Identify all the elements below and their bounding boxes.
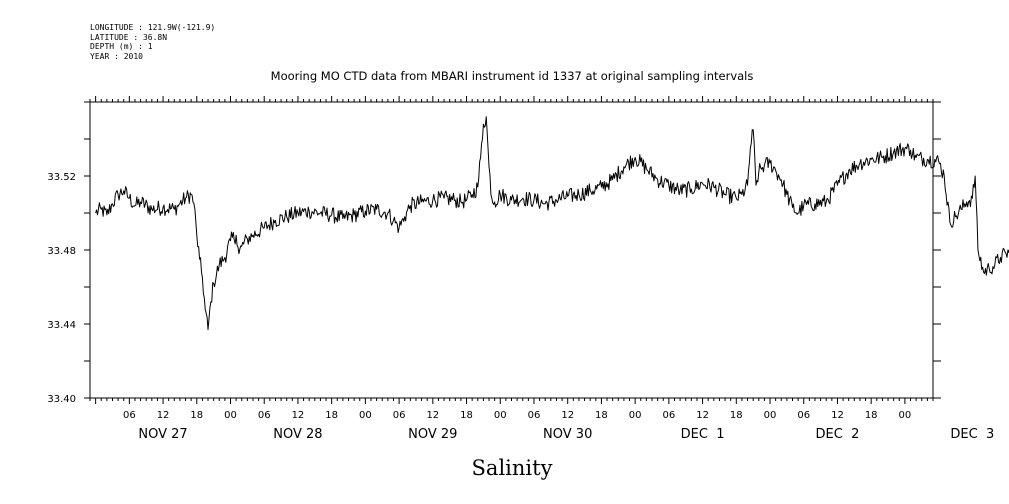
latitude-label: LATITUDE : 36.8N (90, 32, 168, 42)
x-tick-labels: 06 12 18 00 06 12 18 00 06 12 18 00 06 12 18 00 06 12 18 00… (123, 410, 994, 442)
series-group (95, 116, 1009, 331)
x-hour-label: 18 (865, 410, 878, 421)
x-hour-label: 18 (325, 410, 338, 421)
x-hour-label: 00 (764, 410, 777, 421)
x-hour-label: 06 (123, 410, 136, 421)
x-hour-label: 00 (224, 410, 237, 421)
x-hour-label: 00 (359, 410, 372, 421)
y-tick-label: 33.40 (47, 394, 76, 405)
longitude-label: LONGITUDE : 121.9W(-121.9) (90, 23, 216, 32)
x-hour-label: 06 (393, 410, 406, 421)
x-hour-label: 00 (899, 410, 912, 421)
x-hour-label: 00 (629, 410, 642, 421)
x-hour-label: 12 (831, 410, 844, 421)
chart-title: Mooring MO CTD data from MBARI instrumen… (271, 69, 754, 83)
depth-label: DEPTH (m) : 1 (90, 42, 153, 51)
x-day-label: NOV 27 (138, 427, 187, 442)
x-hour-label: 12 (292, 410, 305, 421)
x-hour-label: 06 (662, 410, 675, 421)
x-hour-label: 18 (730, 410, 743, 421)
x-day-label: NOV 28 (273, 427, 322, 442)
x-hour-label: 12 (157, 410, 170, 421)
x-hour-label: 18 (190, 410, 203, 421)
x-day-label: DEC 2 (816, 427, 860, 442)
x-hour-label: 12 (426, 410, 439, 421)
plot-frame (89, 101, 934, 399)
y-tick-label: 33.48 (47, 246, 76, 257)
axis-ticks (84, 96, 941, 404)
salinity-series-line (95, 116, 1009, 331)
x-day-label: DEC 1 (681, 427, 725, 442)
x-hour-label: 12 (696, 410, 709, 421)
year-label: YEAR : 2010 (90, 51, 143, 61)
x-axis-label: Salinity (472, 456, 553, 480)
x-hour-label: 06 (258, 410, 271, 421)
x-day-label: NOV 29 (408, 427, 457, 442)
y-tick-label: 33.44 (47, 320, 76, 331)
x-hour-label: 06 (528, 410, 541, 421)
plot-metadata: LONGITUDE : 121.9W(-121.9) LATITUDE : 36… (90, 23, 215, 61)
x-day-label: NOV 30 (543, 427, 592, 442)
y-tick-labels: 33.40 33.44 33.48 33.52 (47, 172, 76, 405)
y-tick-label: 33.52 (47, 172, 76, 183)
x-hour-label: 18 (595, 410, 608, 421)
x-hour-label: 18 (460, 410, 473, 421)
x-hour-label: 00 (494, 410, 507, 421)
x-hour-label: 06 (797, 410, 810, 421)
x-day-label: DEC 3 (950, 427, 994, 442)
x-hour-label: 12 (561, 410, 574, 421)
